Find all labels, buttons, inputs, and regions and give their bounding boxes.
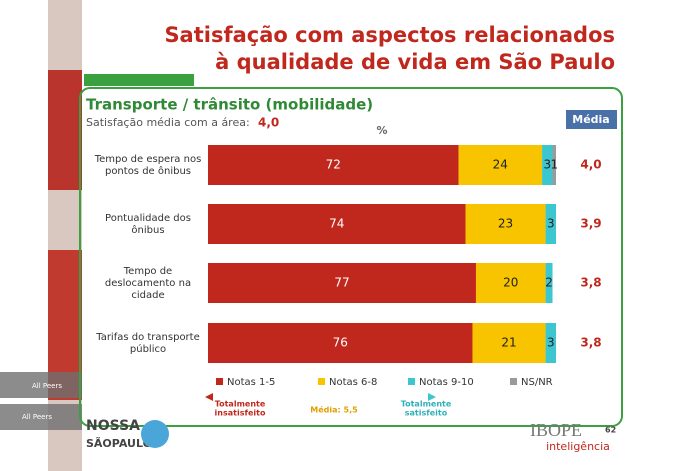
- panel: [79, 87, 623, 427]
- bar-segment: [545, 323, 556, 363]
- area-label: Satisfação média com a área:: [86, 116, 250, 129]
- page-number: 62: [605, 426, 616, 435]
- subtitle: Transporte / trânsito (mobilidade): [86, 96, 373, 114]
- value-label: 21: [501, 336, 516, 350]
- logo-left: NOSSA: [86, 418, 140, 434]
- scale-right: satisfeito: [405, 409, 448, 418]
- scale-left: Totalmente: [215, 400, 266, 409]
- mean-value: 3,8: [580, 276, 601, 290]
- unit-label: %: [376, 124, 387, 137]
- value-label: 3: [547, 217, 555, 231]
- mean-header: Média: [572, 113, 609, 126]
- arrow-head: [205, 393, 213, 401]
- bar-segment: [472, 323, 546, 363]
- category-label: pontos de ônibus: [105, 165, 191, 177]
- bar-segment: [545, 204, 556, 244]
- mean-value: 3,8: [580, 336, 601, 350]
- category-label: Tarifas do transporte: [95, 332, 200, 343]
- bar-segment: [465, 204, 546, 244]
- mean-header-box: [566, 110, 617, 129]
- logo-icon: [141, 420, 169, 448]
- bar-segment: [208, 204, 466, 244]
- scale-left: insatisfeito: [215, 409, 266, 418]
- bar-segment: [542, 145, 553, 185]
- title: à qualidade de vida em São Paulo: [215, 50, 615, 74]
- value-label: 3: [543, 158, 551, 172]
- side-tag-text: All Peers: [32, 382, 62, 390]
- bar-segment: [208, 323, 473, 363]
- value-label: 76: [333, 336, 348, 350]
- title: Satisfação com aspectos relacionados: [164, 23, 615, 47]
- legend-label: Notas 9-10: [419, 377, 474, 388]
- legend-label: Notas 1-5: [227, 377, 275, 388]
- area-value: 4,0: [258, 116, 279, 130]
- category-label: Pontualidade dos: [105, 213, 191, 224]
- legend-label: Notas 6-8: [329, 377, 377, 388]
- value-label: 74: [329, 217, 344, 231]
- side-tag: [0, 404, 82, 430]
- side-tag-text: All Peers: [22, 413, 52, 421]
- value-label: 3: [547, 336, 555, 350]
- value-label: 1: [550, 158, 558, 172]
- scale-right: Totalmente: [401, 400, 452, 409]
- legend-swatch: [318, 378, 325, 385]
- category-label: deslocamento na: [105, 278, 191, 289]
- logo-right: IBOPE: [530, 420, 582, 440]
- value-label: 77: [334, 276, 349, 290]
- legend-swatch: [510, 378, 517, 385]
- bar-segment: [458, 145, 543, 185]
- mean-value: 4,0: [580, 158, 601, 172]
- category-label: público: [130, 343, 166, 355]
- bar-segment: [475, 263, 546, 303]
- mean-value: 3,9: [580, 217, 601, 231]
- side-tag: [0, 372, 82, 398]
- value-label: 23: [498, 217, 513, 231]
- bar-segment: [545, 263, 553, 303]
- scale-middle: Média: 5,5: [310, 405, 358, 415]
- legend-label: NS/NR: [521, 377, 553, 388]
- arrow-head: [428, 393, 436, 401]
- category-label: Tempo de: [123, 266, 172, 277]
- bar-segment: [208, 263, 476, 303]
- logo-right: inteligência: [546, 440, 610, 453]
- value-label: 20: [503, 276, 518, 290]
- bar-segment: [208, 145, 459, 185]
- value-label: 72: [326, 158, 341, 172]
- category-label: ônibus: [131, 224, 164, 236]
- photo-strip: [48, 70, 82, 190]
- legend-swatch: [408, 378, 415, 385]
- legend-swatch: [216, 378, 223, 385]
- bar-segment: [552, 145, 556, 185]
- grass: [84, 74, 194, 86]
- category-label: cidade: [131, 290, 164, 301]
- category-label: Tempo de espera nos: [94, 154, 202, 165]
- logo-left: SÃOPAULO: [86, 437, 152, 450]
- value-label: 2: [545, 276, 553, 290]
- value-label: 24: [493, 158, 508, 172]
